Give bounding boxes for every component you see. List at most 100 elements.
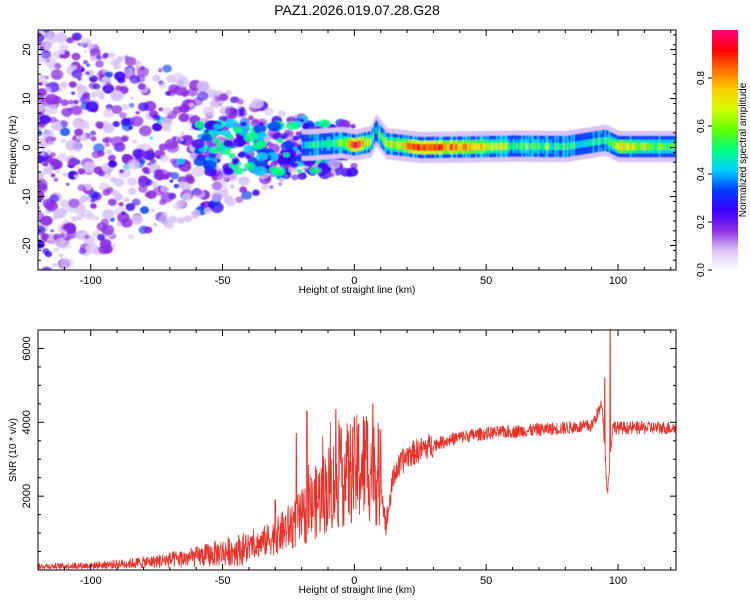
- ridge-segment: [664, 143, 666, 150]
- noise-blob: [102, 123, 115, 134]
- ridge-segment: [357, 141, 359, 148]
- ridge-segment: [532, 142, 535, 150]
- ridge-segment: [610, 139, 612, 147]
- noise-blob: [150, 181, 159, 188]
- noise-blob: [181, 193, 191, 202]
- cluster-blob: [290, 162, 299, 168]
- noise-blob: [158, 81, 167, 89]
- noise-blob: [120, 103, 130, 111]
- ridge-segment: [376, 128, 379, 136]
- ridge-segment: [549, 143, 552, 150]
- ridge-segment: [417, 143, 420, 151]
- ridge-segment: [500, 142, 503, 150]
- noise-blob: [235, 196, 244, 203]
- cluster-blob: [314, 167, 322, 173]
- noise-blob: [191, 166, 205, 177]
- y-tick-label: 6000: [21, 336, 33, 360]
- ridge-segment: [502, 142, 504, 150]
- noise-blob: [159, 199, 167, 206]
- noise-blob: [229, 184, 235, 189]
- ridge-segment: [581, 140, 583, 148]
- ridge-segment: [582, 140, 585, 148]
- noise-blob: [263, 107, 274, 116]
- cluster-blob: [244, 162, 256, 171]
- ridge-segment: [531, 142, 533, 150]
- noise-blob: [162, 64, 172, 73]
- noise-blob: [49, 194, 60, 203]
- ridge-segment: [453, 143, 456, 151]
- noise-blob: [51, 263, 58, 268]
- noise-blob: [38, 34, 45, 42]
- noise-blob: [225, 89, 232, 96]
- noise-blob: [80, 195, 89, 203]
- noise-blob: [152, 114, 161, 121]
- ridge-segment: [448, 143, 450, 151]
- noise-blob: [101, 209, 115, 220]
- ridge-segment: [602, 137, 605, 145]
- noise-blob: [47, 165, 54, 170]
- ridge-segment: [579, 140, 582, 148]
- ridge-segment: [458, 143, 461, 151]
- noise-blob: [149, 158, 157, 165]
- ridge-segment: [499, 142, 502, 150]
- cluster-blob: [223, 140, 234, 148]
- noise-blob: [102, 83, 115, 94]
- ridge-segment: [313, 141, 316, 149]
- colorbar-label: Normalized spectral amplitude: [738, 82, 749, 217]
- noise-blob: [249, 102, 257, 109]
- noise-blob: [179, 137, 184, 142]
- ridge-segment: [506, 142, 508, 150]
- noise-blob: [90, 198, 96, 203]
- noise-blob: [160, 185, 169, 193]
- noise-blob: [132, 148, 144, 159]
- noise-blob: [40, 49, 52, 59]
- y-tick-label: 2000: [21, 484, 33, 508]
- x-tick-label: 50: [480, 275, 492, 287]
- noise-blob: [76, 85, 88, 95]
- noise-blob: [239, 186, 248, 193]
- ridge-segment: [374, 129, 376, 137]
- noise-blob: [248, 115, 254, 121]
- ridge-segment: [591, 138, 594, 146]
- snr-frame: [37, 329, 677, 571]
- noise-blob: [38, 211, 45, 221]
- ridge-segment: [656, 143, 659, 150]
- noise-blob: [38, 206, 41, 210]
- noise-blob: [105, 82, 112, 87]
- noise-blob: [188, 102, 195, 108]
- noise-blob: [111, 105, 123, 114]
- ridge-segment: [471, 143, 474, 151]
- cluster-blob: [270, 161, 278, 167]
- ridge-segment: [519, 142, 521, 150]
- ridge-segment: [604, 136, 607, 144]
- ridge-segment: [503, 142, 506, 150]
- noise-blob: [162, 107, 172, 115]
- noise-blob: [60, 99, 69, 107]
- noise-blob: [138, 175, 149, 184]
- ridge-segment: [562, 143, 565, 150]
- noise-blob: [105, 71, 114, 78]
- noise-blob: [139, 125, 152, 136]
- ridge-segment: [544, 142, 547, 150]
- noise-blob: [85, 71, 90, 76]
- ridge-segment: [454, 143, 457, 151]
- ridge-segment: [628, 143, 631, 150]
- noise-blob: [104, 172, 112, 179]
- ridge-segment: [322, 140, 325, 148]
- ridge-segment: [674, 143, 676, 150]
- ridge-segment: [575, 141, 578, 149]
- ridge-segment: [537, 142, 540, 150]
- ridge-segment: [479, 143, 482, 151]
- noise-blob: [351, 125, 356, 129]
- ridge-segment: [612, 140, 615, 148]
- cluster-blob: [212, 138, 220, 144]
- cluster-blob: [253, 124, 267, 134]
- noise-blob: [110, 136, 124, 148]
- noise-blob: [160, 118, 173, 129]
- ridge-segment: [465, 143, 467, 151]
- ridge-segment: [335, 139, 338, 147]
- ridge-segment: [305, 141, 308, 149]
- noise-blob: [100, 218, 110, 226]
- noise-blob: [40, 152, 45, 156]
- noise-blob: [81, 37, 92, 47]
